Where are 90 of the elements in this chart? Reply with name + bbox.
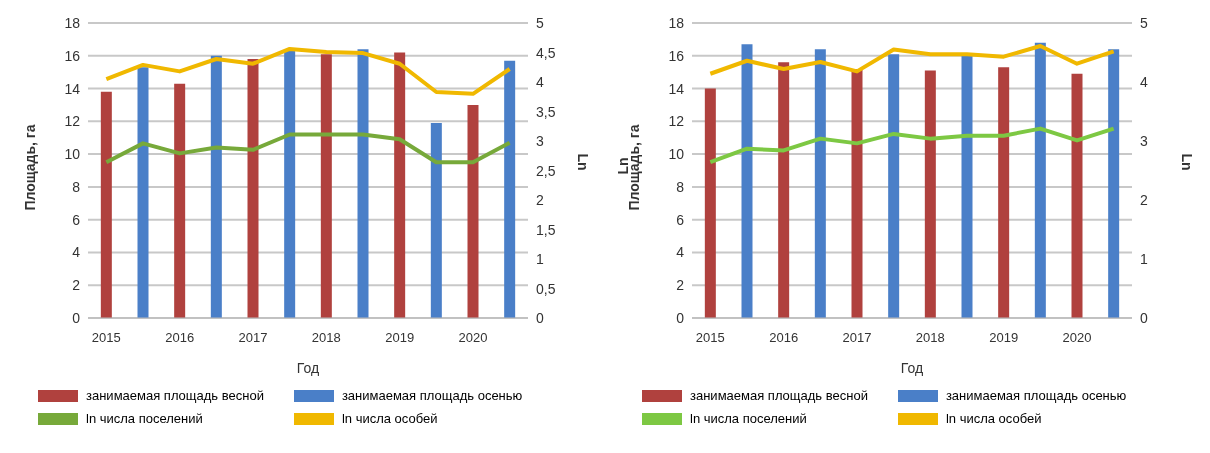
y-tick-label: 14 [64,80,81,97]
line-series [708,44,1116,76]
y-axis-title: Площадь, га [21,124,38,211]
x-tick-label: 2015 [91,330,121,345]
bar [704,88,716,318]
y-tick-label: 12 [668,113,685,130]
bar [1034,42,1046,318]
y2-tick-label: 0,5 [536,280,556,297]
bar [247,59,259,318]
x-tick-label: 2019 [989,330,1019,345]
line-series [104,46,512,96]
bar [924,70,936,318]
bar [284,49,296,318]
y2-tick-label: 2 [1140,192,1148,208]
y-tick-label: 12 [64,113,81,130]
y-tick-label: 4 [72,244,81,261]
bar [851,68,863,318]
y2-tick-label: 2 [536,192,544,208]
bar [137,67,149,318]
y-tick-label: 0 [72,310,81,326]
y2-tick-label: 1 [1140,251,1148,267]
legend-label: ln числа поселений [86,411,203,426]
y2-tick-label: 1,5 [536,221,556,238]
bar [394,52,406,318]
bar [778,62,790,318]
x-tick-label: 2020 [458,330,488,345]
x-tick-label: 2017 [238,330,268,345]
y2-tick-label: 0 [536,310,544,326]
bar [100,91,112,318]
bar [320,54,332,318]
bar [210,55,222,318]
x-tick-label: 2017 [842,330,872,345]
x-tick-label: 2019 [385,330,415,345]
bar [998,67,1010,318]
y-tick-label: 2 [676,277,685,294]
y2-tick-label: 3 [536,133,544,149]
y2-tick-label: 5 [536,15,544,31]
legend-label: занимаемая площадь осенью [341,388,523,403]
x-tick-label: 2015 [695,330,725,345]
bar [1071,73,1083,318]
y2-axis-title: Ln [1179,153,1196,171]
y2-tick-label: 5 [1140,15,1148,31]
y2-tick-label: 4,5 [536,44,556,61]
bar [1108,49,1120,318]
bar [504,60,516,318]
x-tick-label: 2018 [915,330,945,345]
line-series [708,126,1116,165]
y-tick-label: 18 [64,15,81,31]
legend-label: ln числа особей [341,411,438,426]
y-tick-label: 2 [72,277,81,294]
y-tick-label: 10 [668,146,685,163]
y-tick-label: 8 [676,178,685,195]
bar [357,49,369,318]
y2-tick-label: 0 [1140,310,1148,326]
y-tick-label: 6 [72,211,81,228]
y2-tick-label: 4 [536,74,544,90]
legend-label: занимаемая площадь весной [690,388,868,403]
line-series [104,132,512,165]
legend-label: ln числа поселений [690,411,807,426]
bar [174,83,186,318]
y-tick-label: 0 [676,310,685,326]
y-tick-label: 6 [676,211,685,228]
x-tick-label: 2018 [311,330,341,345]
y-tick-label: 10 [64,146,81,163]
legend-label: занимаемая площадь осенью [945,388,1127,403]
y-tick-label: 14 [668,80,685,97]
legend-label: ln числа особей [945,411,1042,426]
bar [741,44,753,318]
bar [430,122,442,318]
bar [888,54,900,318]
y-tick-label: 16 [64,47,81,64]
y2-tick-label: 4 [1140,74,1148,90]
bar [961,54,973,318]
y2-tick-label: 1 [536,251,544,267]
legend-label: занимаемая площадь весной [86,388,264,403]
y-tick-label: 18 [668,15,685,31]
bar [467,104,479,318]
x-tick-label: 2020 [1062,330,1092,345]
y-tick-label: 8 [72,178,81,195]
y2-tick-label: 3,5 [536,103,556,120]
bar [814,49,826,318]
y2-tick-label: 2,5 [536,162,556,179]
x-tick-label: 2016 [769,330,799,345]
y-tick-label: 16 [668,47,685,64]
y2-tick-label: 3 [1140,133,1148,149]
x-axis-title: Год [900,360,924,376]
x-tick-label: 2016 [165,330,195,345]
x-axis-title: Год [296,360,320,376]
y-tick-label: 4 [676,244,685,261]
y2-axis-title: Ln [575,153,592,171]
